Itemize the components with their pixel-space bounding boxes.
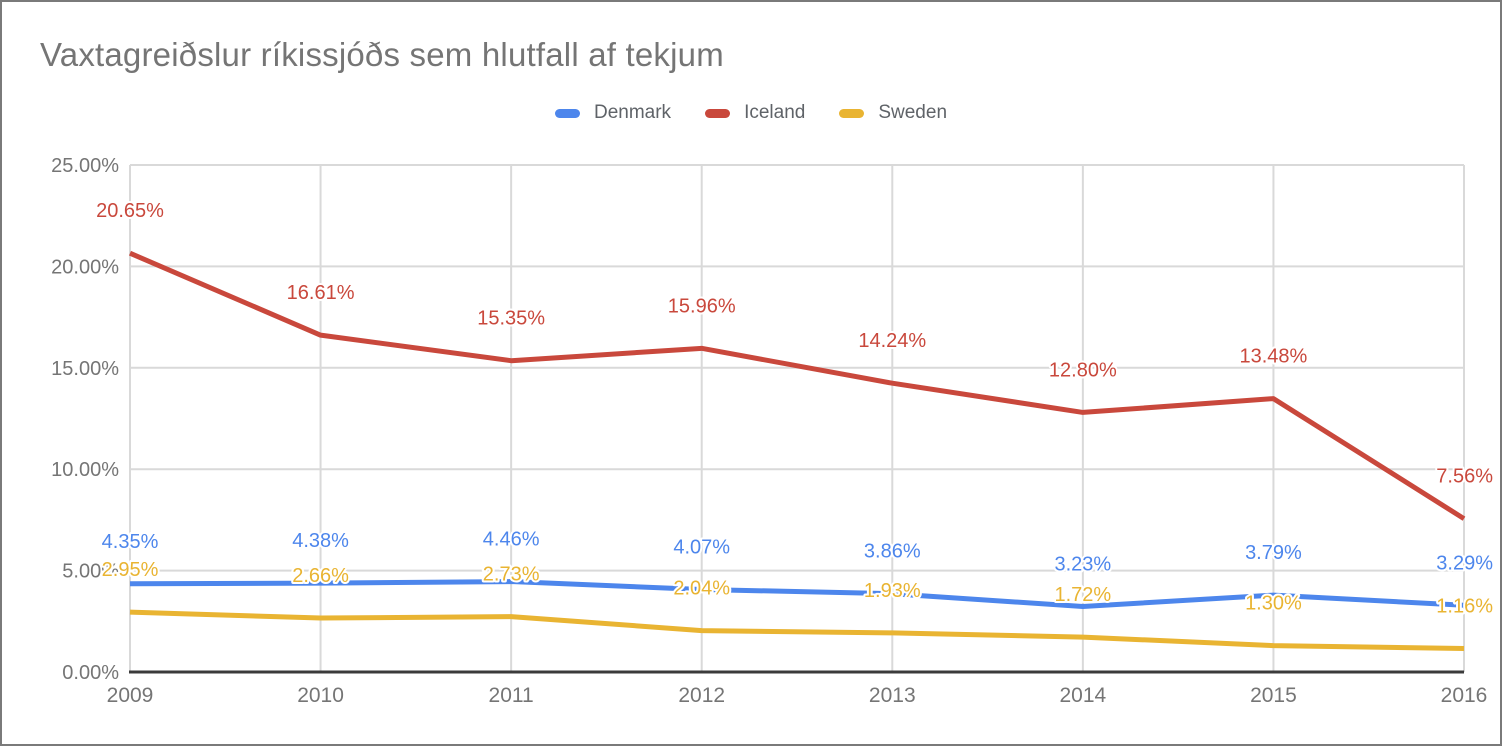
data-label-iceland: 20.65% — [96, 200, 164, 222]
denmark-series-swatch-icon — [554, 108, 580, 118]
y-axis-tick-label: 20.00% — [51, 256, 119, 278]
x-axis-tick-label: 2016 — [1441, 684, 1488, 707]
iceland-series-swatch-icon — [705, 108, 731, 118]
data-label-sweden: 1.30% — [1245, 593, 1302, 615]
sweden-series-swatch-icon — [839, 108, 865, 118]
data-label-sweden: 2.04% — [673, 578, 730, 600]
data-label-denmark: 3.23% — [1054, 553, 1111, 575]
data-label-denmark: 4.46% — [483, 529, 540, 551]
y-axis-tick-label: 5.00% — [62, 561, 119, 583]
data-label-denmark: 4.38% — [292, 530, 349, 552]
series-line-iceland — [129, 250, 1466, 521]
x-axis-tick-label: 2013 — [869, 684, 916, 707]
data-label-iceland: 16.61% — [287, 282, 355, 304]
x-axis-tick-label: 2010 — [297, 684, 344, 707]
y-axis-tick-label: 15.00% — [51, 358, 119, 380]
data-label-iceland: 15.35% — [477, 308, 545, 330]
x-axis-tick-label: 2015 — [1250, 684, 1297, 707]
x-axis-tick-label: 2011 — [489, 684, 534, 707]
data-label-denmark: 4.07% — [673, 536, 730, 558]
legend-label-denmark: Denmark — [593, 102, 672, 123]
series-line-denmark — [129, 579, 1465, 609]
y-axis-tick-label: 25.00% — [51, 155, 119, 177]
data-label-sweden: 1.93% — [864, 580, 921, 602]
data-label-sweden: 2.66% — [292, 565, 349, 587]
legend-item-sweden: Sweden — [839, 102, 947, 124]
data-label-iceland: 13.48% — [1240, 346, 1308, 368]
data-label-denmark: 3.29% — [1436, 552, 1493, 574]
legend-label-sweden: Sweden — [878, 102, 948, 123]
x-axis-tick-label: 2009 — [107, 684, 154, 707]
data-label-denmark: 3.79% — [1245, 542, 1302, 564]
data-label-sweden: 1.16% — [1436, 595, 1493, 617]
y-axis-tick-label: 0.00% — [62, 662, 119, 684]
x-axis-tick-label: 2014 — [1059, 684, 1106, 707]
data-label-iceland: 15.96% — [668, 295, 736, 317]
data-label-iceland: 7.56% — [1436, 466, 1493, 488]
legend-item-iceland: Iceland — [705, 102, 805, 124]
data-label-sweden: 1.72% — [1054, 584, 1111, 606]
y-axis-tick-label: 10.00% — [51, 459, 119, 481]
data-label-denmark: 4.35% — [102, 531, 159, 553]
legend-label-iceland: Iceland — [744, 102, 806, 123]
data-label-sweden: 2.73% — [483, 564, 540, 586]
x-axis-tick-label: 2012 — [678, 684, 725, 707]
chart-legend: Denmark Iceland Sweden — [2, 102, 1500, 124]
legend-item-denmark: Denmark — [554, 102, 672, 124]
data-label-denmark: 3.86% — [864, 541, 921, 563]
data-label-sweden: 2.95% — [102, 559, 159, 581]
series-line-sweden — [129, 609, 1465, 651]
data-label-iceland: 12.80% — [1049, 359, 1117, 381]
data-label-iceland: 14.24% — [858, 330, 926, 352]
chart-title: Vaxtagreiðslur ríkissjóðs sem hlutfall a… — [40, 36, 724, 73]
